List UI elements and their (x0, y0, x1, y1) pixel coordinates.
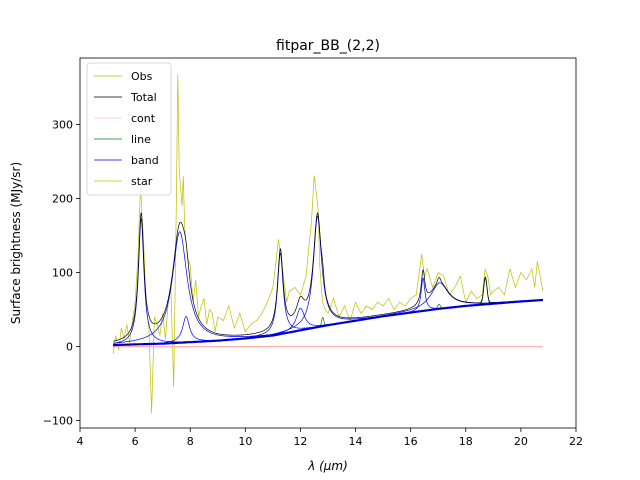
plot-frame (79, 57, 577, 429)
legend-label-0: Obs (131, 70, 153, 83)
x-tick-label: 8 (187, 435, 194, 448)
legend-label-1: Total (130, 91, 157, 104)
series-obs (112, 74, 544, 414)
chart-title: fitpar_BB_(2,2) (276, 38, 380, 54)
y-tick-label: 300 (52, 119, 73, 132)
x-tick-label: 10 (238, 435, 252, 448)
y-axis: −100 0 100 200 300 (43, 119, 80, 428)
x-tick-label: 18 (459, 435, 473, 448)
series-total (113, 212, 543, 342)
legend-box (86, 62, 172, 196)
x-tick-label: 6 (132, 435, 139, 448)
legend-label-2: cont (131, 112, 156, 125)
x-axis-label: λ (μm) (307, 459, 348, 473)
y-tick-label: −100 (43, 415, 73, 428)
x-tick-label: 4 (77, 435, 84, 448)
y-tick-label: 200 (52, 193, 73, 206)
legend-label-5: star (131, 175, 153, 188)
series-continuum-dash (113, 299, 543, 346)
x-tick-label: 20 (514, 435, 528, 448)
y-tick-label: 0 (66, 341, 73, 354)
legend-label-4: band (131, 154, 159, 167)
x-tick-label: 12 (293, 435, 307, 448)
plot-series (112, 74, 544, 414)
legend: Obs Total cont line band star (86, 62, 172, 196)
y-axis-label: Surface brightness (MJy/sr) (9, 162, 23, 324)
x-tick-label: 16 (404, 435, 418, 448)
x-axis: 4 6 8 10 12 14 16 18 20 22 (77, 428, 583, 448)
x-tick-label: 22 (569, 435, 583, 448)
y-tick-label: 100 (52, 267, 73, 280)
legend-label-3: line (131, 133, 151, 146)
x-tick-label: 14 (349, 435, 363, 448)
